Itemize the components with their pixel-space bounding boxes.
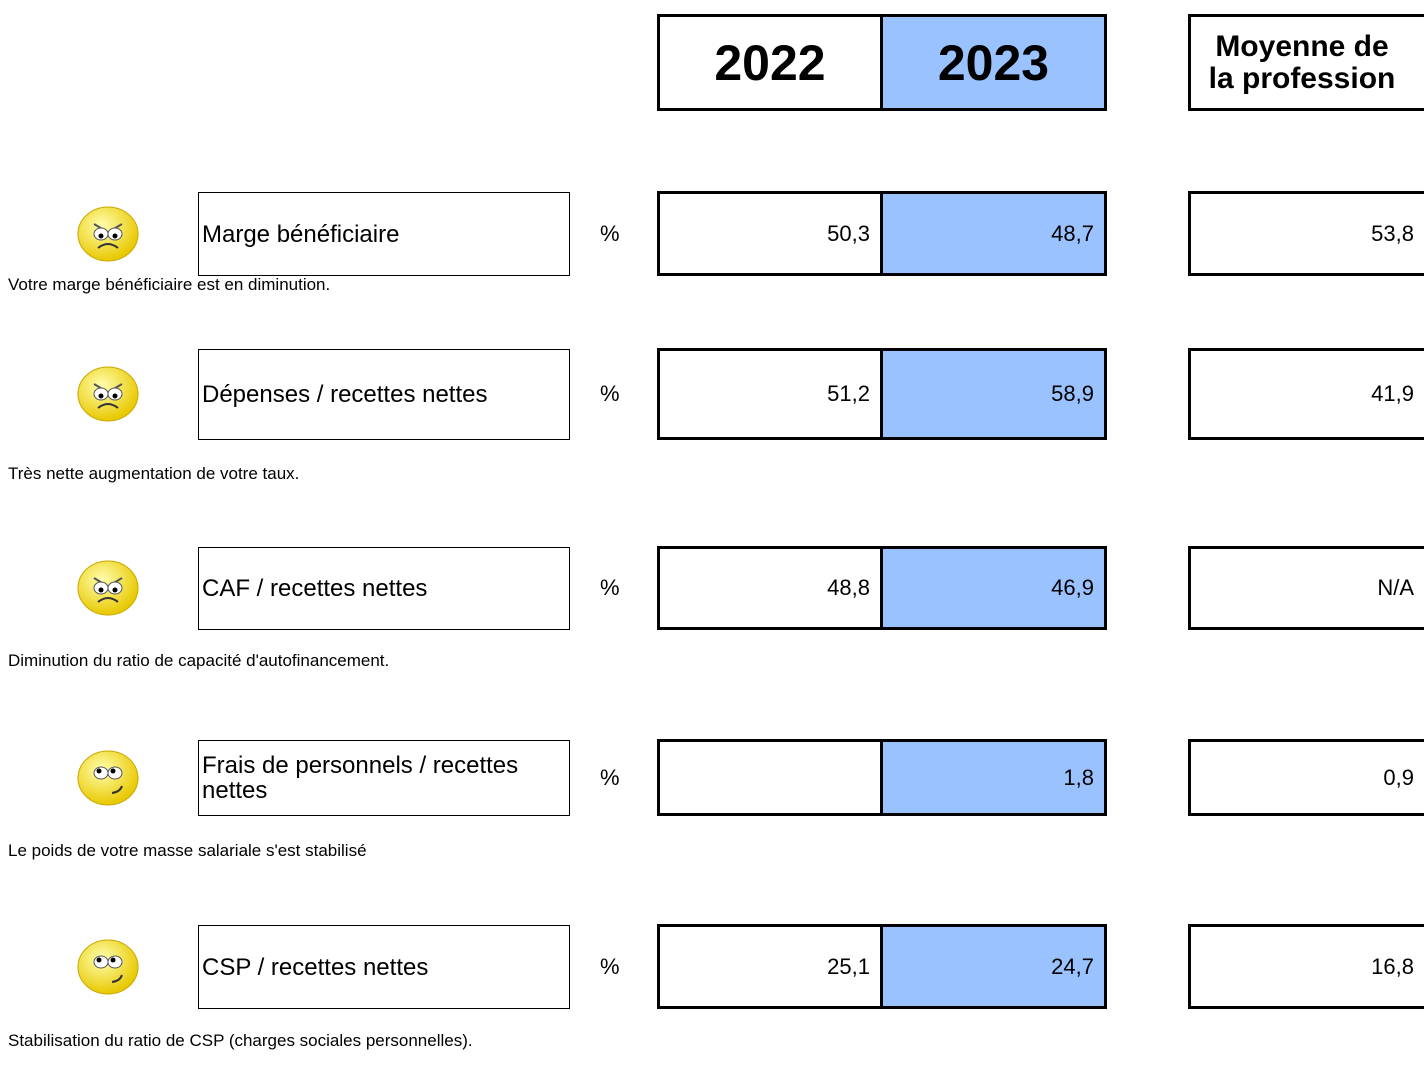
value-2022: 51,2: [657, 348, 883, 440]
value-2022: 48,8: [657, 546, 883, 630]
value-2022: 25,1: [657, 924, 883, 1009]
unit: %: [600, 764, 620, 790]
value-2023: 48,7: [880, 191, 1107, 276]
profession-value: 0,9: [1188, 739, 1424, 816]
smiley-icon: [76, 748, 140, 808]
row-label: Frais de personnels / recettes nettes: [198, 740, 570, 816]
profession-value: N/A: [1188, 546, 1424, 630]
smiley-icon: [76, 364, 140, 424]
comment: Diminution du ratio de capacité d'autofi…: [8, 651, 390, 670]
comment: Le poids de votre masse salariale s'est …: [8, 841, 367, 860]
value-2023: 46,9: [880, 546, 1107, 630]
value-2022: [657, 739, 883, 816]
row-label: CAF / recettes nettes: [198, 547, 570, 630]
unit: %: [600, 381, 620, 406]
value-2023: 58,9: [880, 348, 1107, 440]
row-label: CSP / recettes nettes: [198, 925, 570, 1009]
value-2022: 50,3: [657, 191, 883, 276]
row-label: Dépenses / recettes nettes: [198, 349, 570, 440]
profession-value: 16,8: [1188, 924, 1424, 1009]
profession-value: 41,9: [1188, 348, 1424, 440]
comment: Votre marge bénéficiaire est en diminuti…: [8, 275, 331, 294]
value-2023: 24,7: [880, 924, 1107, 1009]
comment: Stabilisation du ratio de CSP (charges s…: [8, 1031, 473, 1050]
smiley-icon: [76, 204, 140, 264]
year-header: 2022: [657, 14, 883, 111]
unit: %: [600, 220, 620, 246]
smiley-icon: [76, 937, 140, 997]
unit: %: [600, 575, 620, 600]
value-2023: 1,8: [880, 739, 1107, 816]
unit: %: [600, 953, 620, 979]
comment: Très nette augmentation de votre taux.: [8, 464, 300, 483]
profession-header: Moyenne de la profession: [1188, 14, 1424, 111]
row-label: Marge bénéficiaire: [198, 192, 570, 276]
year-header: 2023: [880, 14, 1107, 111]
smiley-icon: [76, 558, 140, 618]
profession-value: 53,8: [1188, 191, 1424, 276]
